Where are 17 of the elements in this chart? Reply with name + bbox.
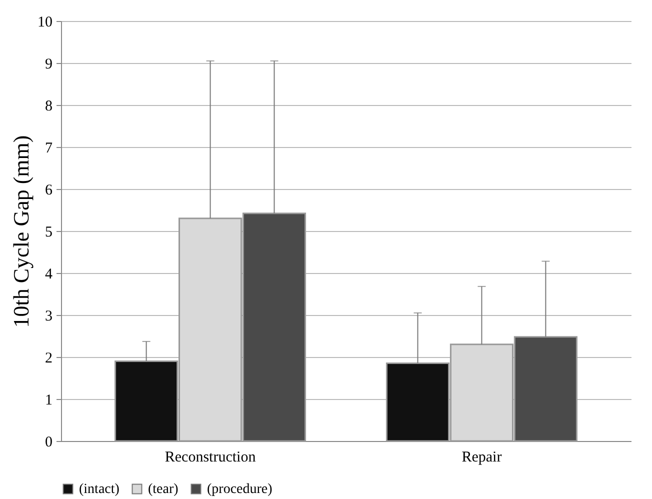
legend-label: (tear) bbox=[148, 482, 179, 497]
y-tick-label: 1 bbox=[45, 392, 52, 408]
y-axis-title: 10th Cycle Gap (mm) bbox=[8, 135, 34, 328]
legend-label: (procedure) bbox=[207, 482, 273, 497]
x-tick-label: Repair bbox=[462, 450, 502, 466]
y-tick-label: 2 bbox=[45, 350, 52, 366]
y-tick-label: 8 bbox=[45, 98, 52, 114]
y-tick-label: 10 bbox=[38, 14, 52, 30]
y-tick-label: 7 bbox=[45, 140, 53, 156]
y-tick-label: 0 bbox=[45, 434, 52, 450]
legend-label: (intact) bbox=[79, 482, 120, 497]
y-tick-label: 6 bbox=[45, 182, 53, 198]
x-tick-label: Reconstruction bbox=[164, 450, 256, 466]
y-tick-label: 9 bbox=[45, 56, 52, 72]
y-tick-label: 4 bbox=[45, 266, 53, 282]
y-tick-label: 3 bbox=[45, 308, 52, 324]
y-tick-label: 5 bbox=[45, 224, 52, 240]
